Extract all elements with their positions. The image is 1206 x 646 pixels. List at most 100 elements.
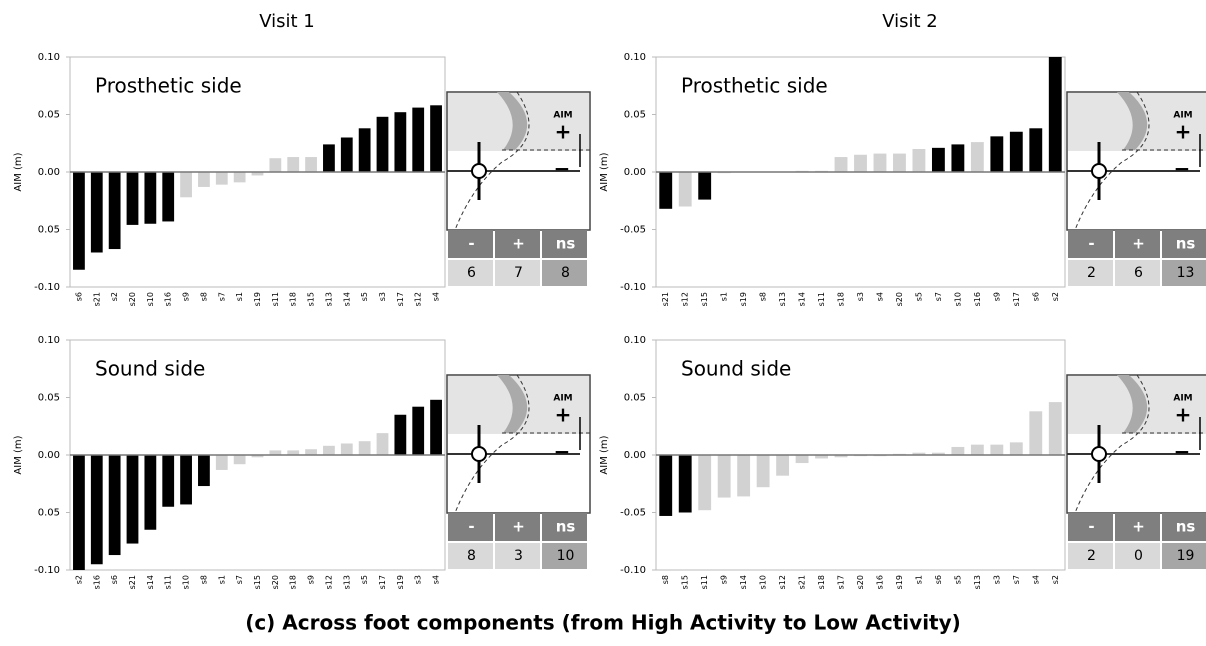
bar — [796, 455, 809, 463]
bar — [679, 455, 692, 513]
inset-minus: − — [1174, 157, 1191, 181]
inset-minus: − — [554, 440, 571, 464]
figure: Visit 1 Visit 2 (c) Across foot componen… — [0, 0, 1206, 646]
bar — [109, 455, 121, 555]
x-tick-label: s10 — [953, 292, 962, 306]
y-tick-label: 0.00 — [624, 167, 646, 178]
bar — [287, 157, 299, 172]
bar — [1010, 442, 1023, 455]
table-header: + — [1132, 235, 1145, 253]
bar — [323, 144, 335, 172]
bar — [1049, 402, 1062, 455]
y-axis-label: AIM (m) — [13, 435, 24, 474]
x-tick-label: s19 — [253, 292, 262, 306]
x-tick-label: s20 — [271, 575, 280, 589]
y-tick-label: 0.00 — [624, 450, 646, 461]
x-tick-label: s21 — [661, 292, 670, 306]
x-tick-label: s3 — [856, 292, 865, 301]
x-tick-label: s21 — [798, 575, 807, 589]
x-tick-label: s8 — [199, 575, 208, 584]
x-tick-label: s13 — [342, 575, 351, 589]
bar — [109, 172, 121, 249]
x-tick-label: s7 — [217, 292, 226, 301]
x-tick-label: s20 — [128, 292, 137, 306]
x-tick-label: s15 — [307, 292, 316, 306]
x-tick-label: s19 — [396, 575, 405, 589]
x-tick-label: s20 — [856, 575, 865, 589]
x-tick-label: s4 — [875, 292, 884, 301]
bar — [659, 455, 672, 516]
y-tick-label: 0.00 — [38, 450, 60, 461]
y-tick-label: 0.05 — [38, 508, 60, 519]
bar — [990, 445, 1003, 455]
x-tick-label: s17 — [396, 292, 405, 306]
y-tick-label: 0.00 — [38, 167, 60, 178]
bar — [144, 172, 156, 224]
bar — [234, 172, 246, 182]
table-header: - — [1088, 235, 1094, 253]
table-header: - — [468, 518, 474, 536]
x-tick-label: s19 — [739, 292, 748, 306]
x-tick-label: s9 — [307, 575, 316, 584]
bar — [1029, 411, 1042, 455]
bar — [1010, 132, 1023, 172]
x-tick-label: s6 — [1031, 292, 1040, 301]
bar — [951, 144, 964, 172]
count-value: 8 — [467, 548, 476, 564]
bar — [757, 455, 770, 487]
bar — [180, 455, 192, 504]
bar — [971, 445, 984, 455]
bar — [73, 455, 85, 570]
x-tick-label: s18 — [289, 292, 298, 306]
x-tick-label: s15 — [681, 575, 690, 589]
table-header: + — [512, 518, 525, 536]
count-value: 19 — [1177, 548, 1195, 564]
x-tick-label: s3 — [378, 292, 387, 301]
table-header: ns — [1176, 518, 1196, 536]
table-header: ns — [1176, 235, 1196, 253]
bar — [359, 128, 371, 172]
count-value: 10 — [557, 548, 575, 564]
column-title: Visit 2 — [882, 11, 938, 32]
x-tick-label: s7 — [934, 292, 943, 301]
bar — [216, 455, 228, 470]
x-tick-label: s12 — [681, 292, 690, 306]
y-axis-label: AIM (m) — [599, 435, 610, 474]
x-tick-label: s12 — [324, 575, 333, 589]
bar — [893, 154, 906, 172]
x-tick-label: s14 — [342, 292, 351, 306]
x-tick-label: s1 — [235, 292, 244, 301]
count-value: 2 — [1087, 548, 1096, 564]
x-tick-label: s5 — [360, 575, 369, 584]
x-tick-label: s15 — [700, 292, 709, 306]
y-tick-label: -0.05 — [620, 508, 646, 519]
table-header: ns — [556, 518, 576, 536]
x-tick-label: s1 — [720, 292, 729, 301]
count-value: 0 — [1134, 548, 1143, 564]
x-tick-label: s9 — [182, 292, 191, 301]
x-tick-label: s10 — [759, 575, 768, 589]
y-tick-label: -0.05 — [620, 225, 646, 236]
bar — [412, 407, 424, 455]
bar — [91, 172, 103, 253]
x-tick-label: s3 — [992, 575, 1001, 584]
x-tick-label: s8 — [661, 575, 670, 584]
y-tick-label: 0.05 — [624, 393, 646, 404]
x-tick-label: s6 — [110, 575, 119, 584]
bar — [913, 149, 926, 172]
bar — [377, 117, 389, 172]
table-header: + — [1132, 518, 1145, 536]
bar — [718, 455, 731, 498]
bar — [679, 172, 692, 207]
x-tick-label: s8 — [759, 292, 768, 301]
caption: (c) Across foot components (from High Ac… — [245, 611, 961, 635]
x-tick-label: s14 — [739, 575, 748, 589]
x-tick-label: s13 — [324, 292, 333, 306]
bar — [144, 455, 156, 530]
x-tick-label: s11 — [164, 575, 173, 589]
inset-marker — [472, 447, 486, 461]
x-tick-label: s6 — [934, 575, 943, 584]
bar — [359, 441, 371, 455]
bar — [990, 136, 1003, 172]
x-tick-label: s20 — [895, 292, 904, 306]
